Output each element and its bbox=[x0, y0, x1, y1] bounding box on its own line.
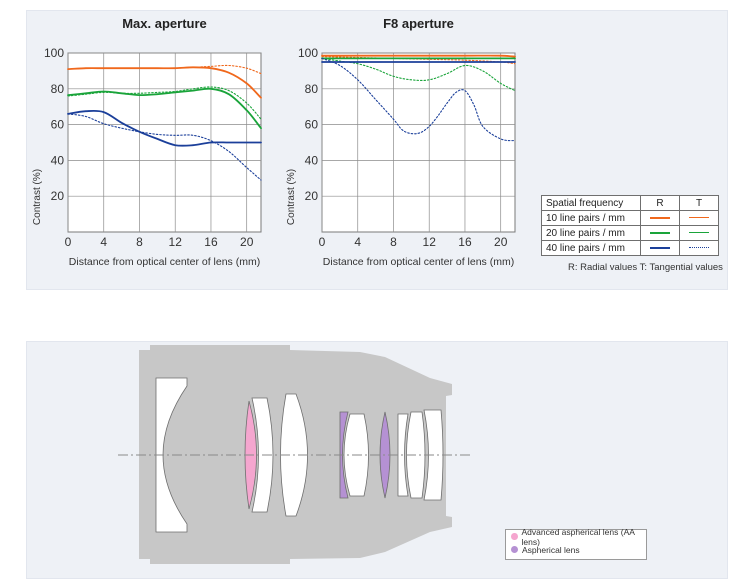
legend-swatch-t-20 bbox=[689, 232, 709, 234]
lens-legend-label-aa: Advanced aspherical lens (AA lens) bbox=[521, 526, 635, 547]
chart-title: Max. aperture bbox=[122, 16, 207, 31]
legend-swatch-r-20 bbox=[650, 231, 670, 234]
y-tick-label: 60 bbox=[51, 118, 65, 132]
x-tick-label: 0 bbox=[65, 235, 72, 249]
mtf-chart-2: 20 40 60 80 100 0 4 8 12 16 20 F8 aperture Distance … bbox=[286, 16, 516, 268]
lens-legend: Advanced aspherical lens (AA lens) Asphe… bbox=[505, 527, 647, 560]
x-tick-label: 4 bbox=[354, 235, 361, 249]
x-tick-label: 8 bbox=[136, 235, 143, 249]
lens-legend-row-aa: Advanced aspherical lens (AA lens) bbox=[506, 527, 646, 547]
x-tick-label: 16 bbox=[204, 235, 218, 249]
spatial-frequency-legend: Spatial frequency R T 10 line pairs / mm… bbox=[541, 195, 719, 256]
series-line bbox=[67, 109, 262, 147]
y-tick-label: 100 bbox=[44, 46, 64, 60]
legend-col-r: R bbox=[640, 195, 680, 211]
series-line bbox=[67, 86, 262, 120]
x-tick-label: 12 bbox=[423, 235, 437, 249]
y-tick-label: 40 bbox=[51, 153, 65, 167]
series-line bbox=[321, 57, 516, 142]
legend-label: 10 line pairs / mm bbox=[541, 210, 641, 226]
chart-title: F8 aperture bbox=[383, 16, 454, 31]
series-line bbox=[321, 57, 516, 92]
legend-swatch-t-10 bbox=[689, 217, 709, 219]
x-axis-label: Distance from optical center of lens (mm… bbox=[323, 256, 514, 268]
x-tick-label: 0 bbox=[319, 235, 326, 249]
aa-lens-color-dot bbox=[511, 533, 518, 540]
x-tick-label: 12 bbox=[169, 235, 183, 249]
legend-row: 10 line pairs / mm bbox=[541, 210, 719, 226]
legend-swatch-r-10 bbox=[650, 216, 670, 219]
y-tick-label: 100 bbox=[298, 46, 318, 60]
y-axis-label: Contrast (%) bbox=[32, 169, 43, 225]
plot-area bbox=[321, 52, 516, 233]
y-axis-label: Contrast (%) bbox=[286, 169, 297, 225]
y-tick-label: 80 bbox=[305, 82, 319, 96]
legend-swatch-t-40 bbox=[689, 247, 709, 249]
y-tick-label: 20 bbox=[305, 189, 319, 203]
legend-note: R: Radial values T: Tangential values bbox=[568, 262, 723, 273]
x-axis-label: Distance from optical center of lens (mm… bbox=[69, 256, 260, 268]
y-tick-label: 80 bbox=[51, 82, 65, 96]
lens-legend-label-aspherical: Aspherical lens bbox=[522, 544, 580, 555]
series-line bbox=[67, 64, 262, 75]
x-tick-label: 8 bbox=[390, 235, 397, 249]
x-tick-label: 20 bbox=[240, 235, 254, 249]
mtf-chart-1: 20 40 60 80 100 0 4 8 12 16 20 Max. aperture Distanc… bbox=[32, 16, 262, 268]
series-line bbox=[67, 87, 262, 130]
legend-row: 20 line pairs / mm bbox=[541, 225, 719, 241]
y-tick-label: 60 bbox=[305, 118, 319, 132]
aspherical-lens-color-dot bbox=[511, 546, 518, 553]
x-tick-label: 4 bbox=[100, 235, 107, 249]
legend-col-t: T bbox=[679, 195, 719, 211]
legend-label: 20 line pairs / mm bbox=[541, 225, 641, 241]
legend-swatch-r-40 bbox=[650, 246, 670, 249]
legend-header: Spatial frequency bbox=[541, 195, 641, 211]
lens-legend-row-aspherical: Aspherical lens bbox=[506, 543, 646, 556]
series-line bbox=[321, 54, 516, 58]
series-line bbox=[67, 113, 262, 181]
y-tick-label: 20 bbox=[51, 189, 65, 203]
legend-label: 40 line pairs / mm bbox=[541, 240, 641, 256]
legend-row: 40 line pairs / mm bbox=[541, 240, 719, 256]
y-tick-label: 40 bbox=[305, 153, 319, 167]
x-tick-label: 20 bbox=[494, 235, 508, 249]
x-tick-label: 16 bbox=[458, 235, 472, 249]
